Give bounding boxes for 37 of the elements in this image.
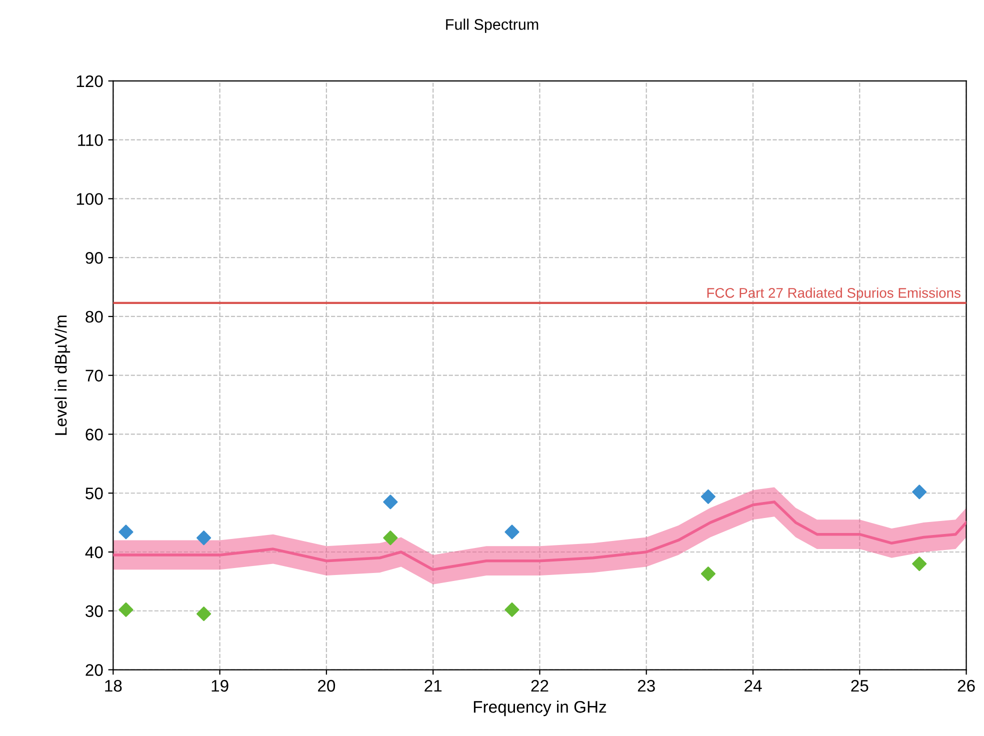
chart-title: Full Spectrum <box>446 18 538 33</box>
point <box>912 556 927 572</box>
x-axis-title: Frequency in GHz <box>474 700 606 716</box>
y-axis-title: Level in dBµV/m <box>54 316 70 435</box>
x-tick-label: 18 <box>105 680 122 692</box>
y-tick-label: 110 <box>78 134 103 146</box>
point <box>196 606 212 622</box>
y-tick-label: 20 <box>86 664 103 676</box>
x-tick-label: 22 <box>531 680 548 692</box>
y-tick-label: 40 <box>85 546 103 558</box>
point <box>383 494 398 510</box>
y-tick-label: 90 <box>86 252 103 264</box>
point <box>504 602 520 617</box>
y-tick-label: 60 <box>86 428 103 440</box>
y-tick-label: 120 <box>76 75 103 88</box>
x-tick-label: 21 <box>424 680 442 692</box>
y-tick-label: 30 <box>86 605 103 618</box>
point <box>383 530 398 546</box>
y-tick-label: 70 <box>86 370 103 382</box>
point <box>118 524 134 540</box>
y-tick-label: 50 <box>86 488 103 500</box>
x-tick-label: 20 <box>318 680 336 692</box>
y-tick-label: 80 <box>86 310 103 323</box>
point <box>700 566 716 582</box>
x-tick-label: 19 <box>212 680 228 692</box>
x-tick-label: 24 <box>744 680 762 692</box>
point <box>700 489 716 504</box>
y-tick-label: 100 <box>76 193 103 205</box>
x-tick-label: 23 <box>638 680 655 692</box>
point <box>196 530 212 546</box>
x-tick-label: 26 <box>958 680 975 692</box>
point <box>912 484 927 500</box>
line-series <box>113 500 966 572</box>
point <box>118 602 134 617</box>
ref-line-label: FCC Part 27 Radiated Spurios Emissions <box>707 288 960 301</box>
x-tick-label: 25 <box>851 680 868 692</box>
point <box>504 524 520 540</box>
